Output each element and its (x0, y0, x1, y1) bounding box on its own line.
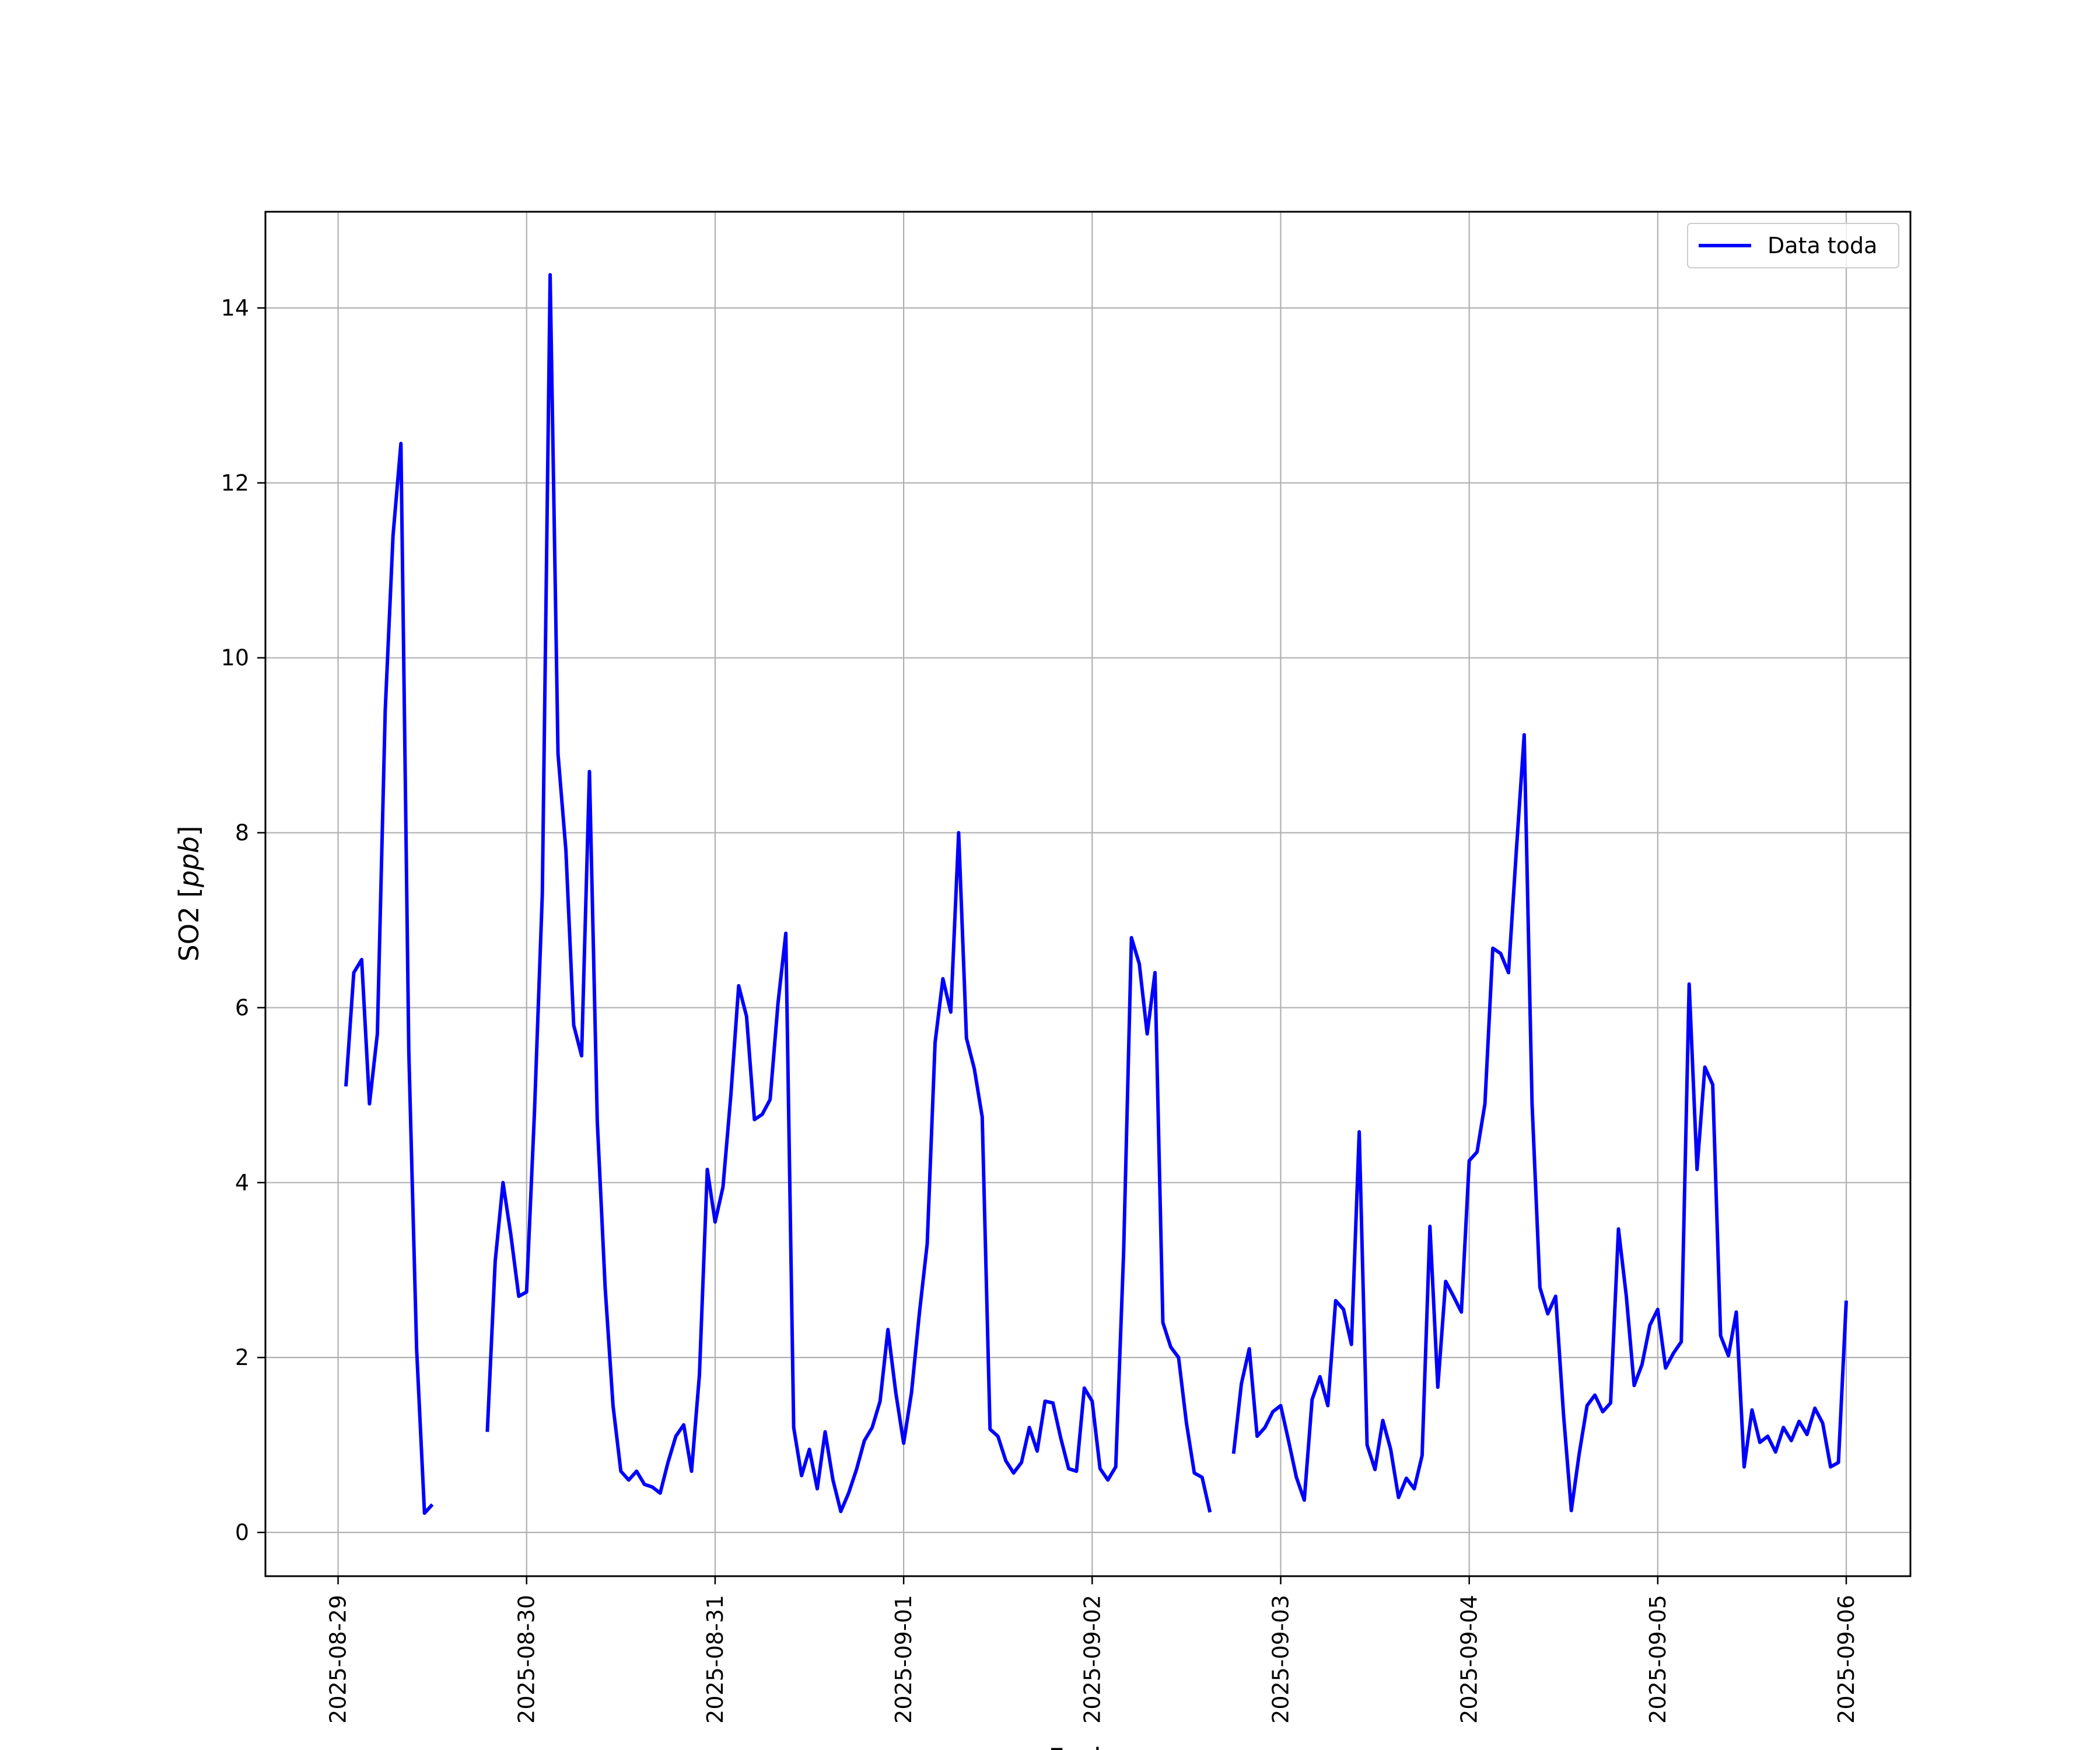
series-layer (344, 273, 1848, 1515)
y-tick-label: 12 (221, 470, 249, 496)
series-line-data-toda (1231, 733, 1848, 1513)
legend-entry-data-toda: Data toda (1768, 233, 1877, 258)
x-tick-label: 2025-09-01 (891, 1595, 916, 1724)
plot-frame (264, 211, 1912, 1577)
x-tick-label: 2025-09-04 (1457, 1595, 1482, 1724)
y-tick-label: 0 (235, 1520, 249, 1545)
y-axis-label: SO2 [ppb] (173, 826, 205, 962)
y-tick-label: 6 (235, 995, 249, 1020)
series-line-data-toda (344, 442, 434, 1515)
x-tick-label: 2025-09-06 (1833, 1595, 1859, 1724)
x-tick-label: 2025-09-03 (1268, 1595, 1293, 1724)
x-tick-label: 2025-08-31 (702, 1595, 728, 1724)
series-line-data-toda (485, 273, 1212, 1513)
x-axis-label: Fecha (1049, 1742, 1128, 1750)
x-tick-label: 2025-09-02 (1079, 1595, 1105, 1724)
x-axis: 2025-08-29 2025-08-30 2025-08-31 2025-09-01… (326, 1576, 1859, 1724)
x-tick-label: 2025-08-30 (514, 1595, 540, 1724)
y-tick-label: 8 (235, 820, 249, 846)
x-tick-label: 2025-09-05 (1645, 1595, 1671, 1724)
grid (265, 212, 1910, 1576)
y-tick-label: 10 (221, 645, 249, 671)
x-tick-label: 2025-08-29 (326, 1595, 351, 1724)
y-axis-label-unit: ppb (173, 836, 205, 888)
y-axis-label-close: ] (173, 826, 205, 836)
y-axis: 0 2 4 6 8 10 12 14 (221, 295, 265, 1545)
y-tick-label: 4 (235, 1170, 249, 1195)
legend-box (1687, 223, 1899, 268)
y-axis-label-main: SO2 [ (173, 887, 205, 961)
y-tick-label: 14 (221, 295, 249, 321)
y-tick-label: 2 (235, 1345, 249, 1370)
legend: Data toda (1687, 223, 1899, 268)
